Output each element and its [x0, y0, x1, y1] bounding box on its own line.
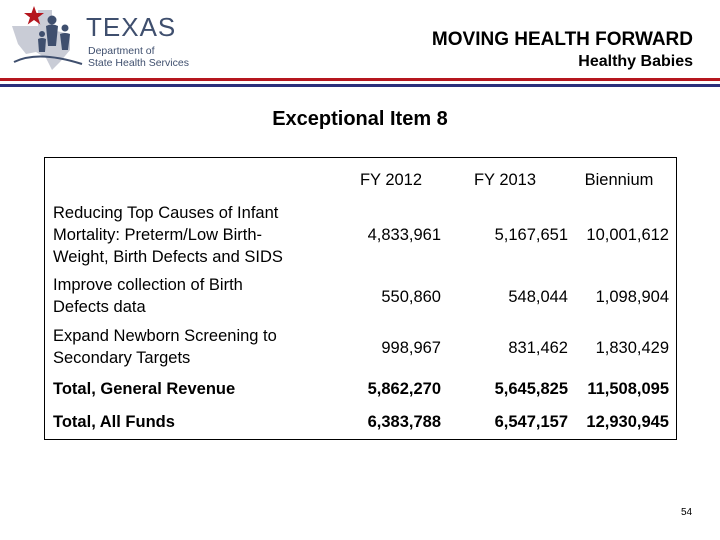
total-all-funds-label: Total, All Funds	[53, 413, 175, 431]
fy2012-value: 6,383,788	[367, 413, 441, 431]
fy2012-value: 998,967	[381, 339, 441, 357]
fy2013-value: 548,044	[508, 288, 568, 306]
header-subtitle: Healthy Babies	[578, 53, 693, 70]
header-blue-rule	[0, 84, 720, 87]
biennium-value: 1,098,904	[595, 288, 669, 306]
fy2013-value: 831,462	[508, 339, 568, 357]
fy2012-value: 4,833,961	[367, 226, 441, 244]
fy2012-value: 550,860	[381, 288, 441, 306]
header-red-rule	[0, 78, 720, 81]
biennium-value: 12,930,945	[586, 413, 669, 431]
texas-dshs-logo: TEXAS Department of State Health Service…	[8, 4, 208, 74]
row-label: Improve collection of Birth Defects data	[53, 276, 243, 316]
logo-wordmark: TEXAS	[86, 12, 177, 42]
total-general-revenue-label: Total, General Revenue	[53, 380, 236, 398]
column-header-biennium: Biennium	[584, 171, 654, 189]
fy2013-value: 5,645,825	[494, 380, 568, 398]
row-label: Expand Newborn Screening to Secondary Ta…	[53, 327, 277, 367]
texas-map-family-icon	[12, 6, 83, 70]
column-header-fy2012: FY 2012	[359, 171, 423, 189]
fy2013-value: 6,547,157	[494, 413, 568, 431]
biennium-value: 11,508,095	[587, 380, 669, 398]
header-title: MOVING HEALTH FORWARD	[431, 29, 693, 50]
fy2012-value: 5,862,270	[367, 380, 441, 398]
row-label: Reducing Top Causes of Infant Mortality:…	[53, 204, 283, 266]
budget-table: FY 2012 FY 2013 Biennium Reducing Top Ca…	[44, 157, 677, 440]
biennium-value: 1,830,429	[595, 339, 669, 357]
page-number: 54	[681, 507, 693, 518]
logo-department-name: Department of State Health Services	[88, 45, 189, 69]
page-title: Exceptional Item 8	[272, 108, 448, 130]
biennium-value: 10,001,612	[586, 226, 669, 244]
column-header-fy2013: FY 2013	[473, 171, 537, 189]
fy2013-value: 5,167,651	[494, 226, 568, 244]
